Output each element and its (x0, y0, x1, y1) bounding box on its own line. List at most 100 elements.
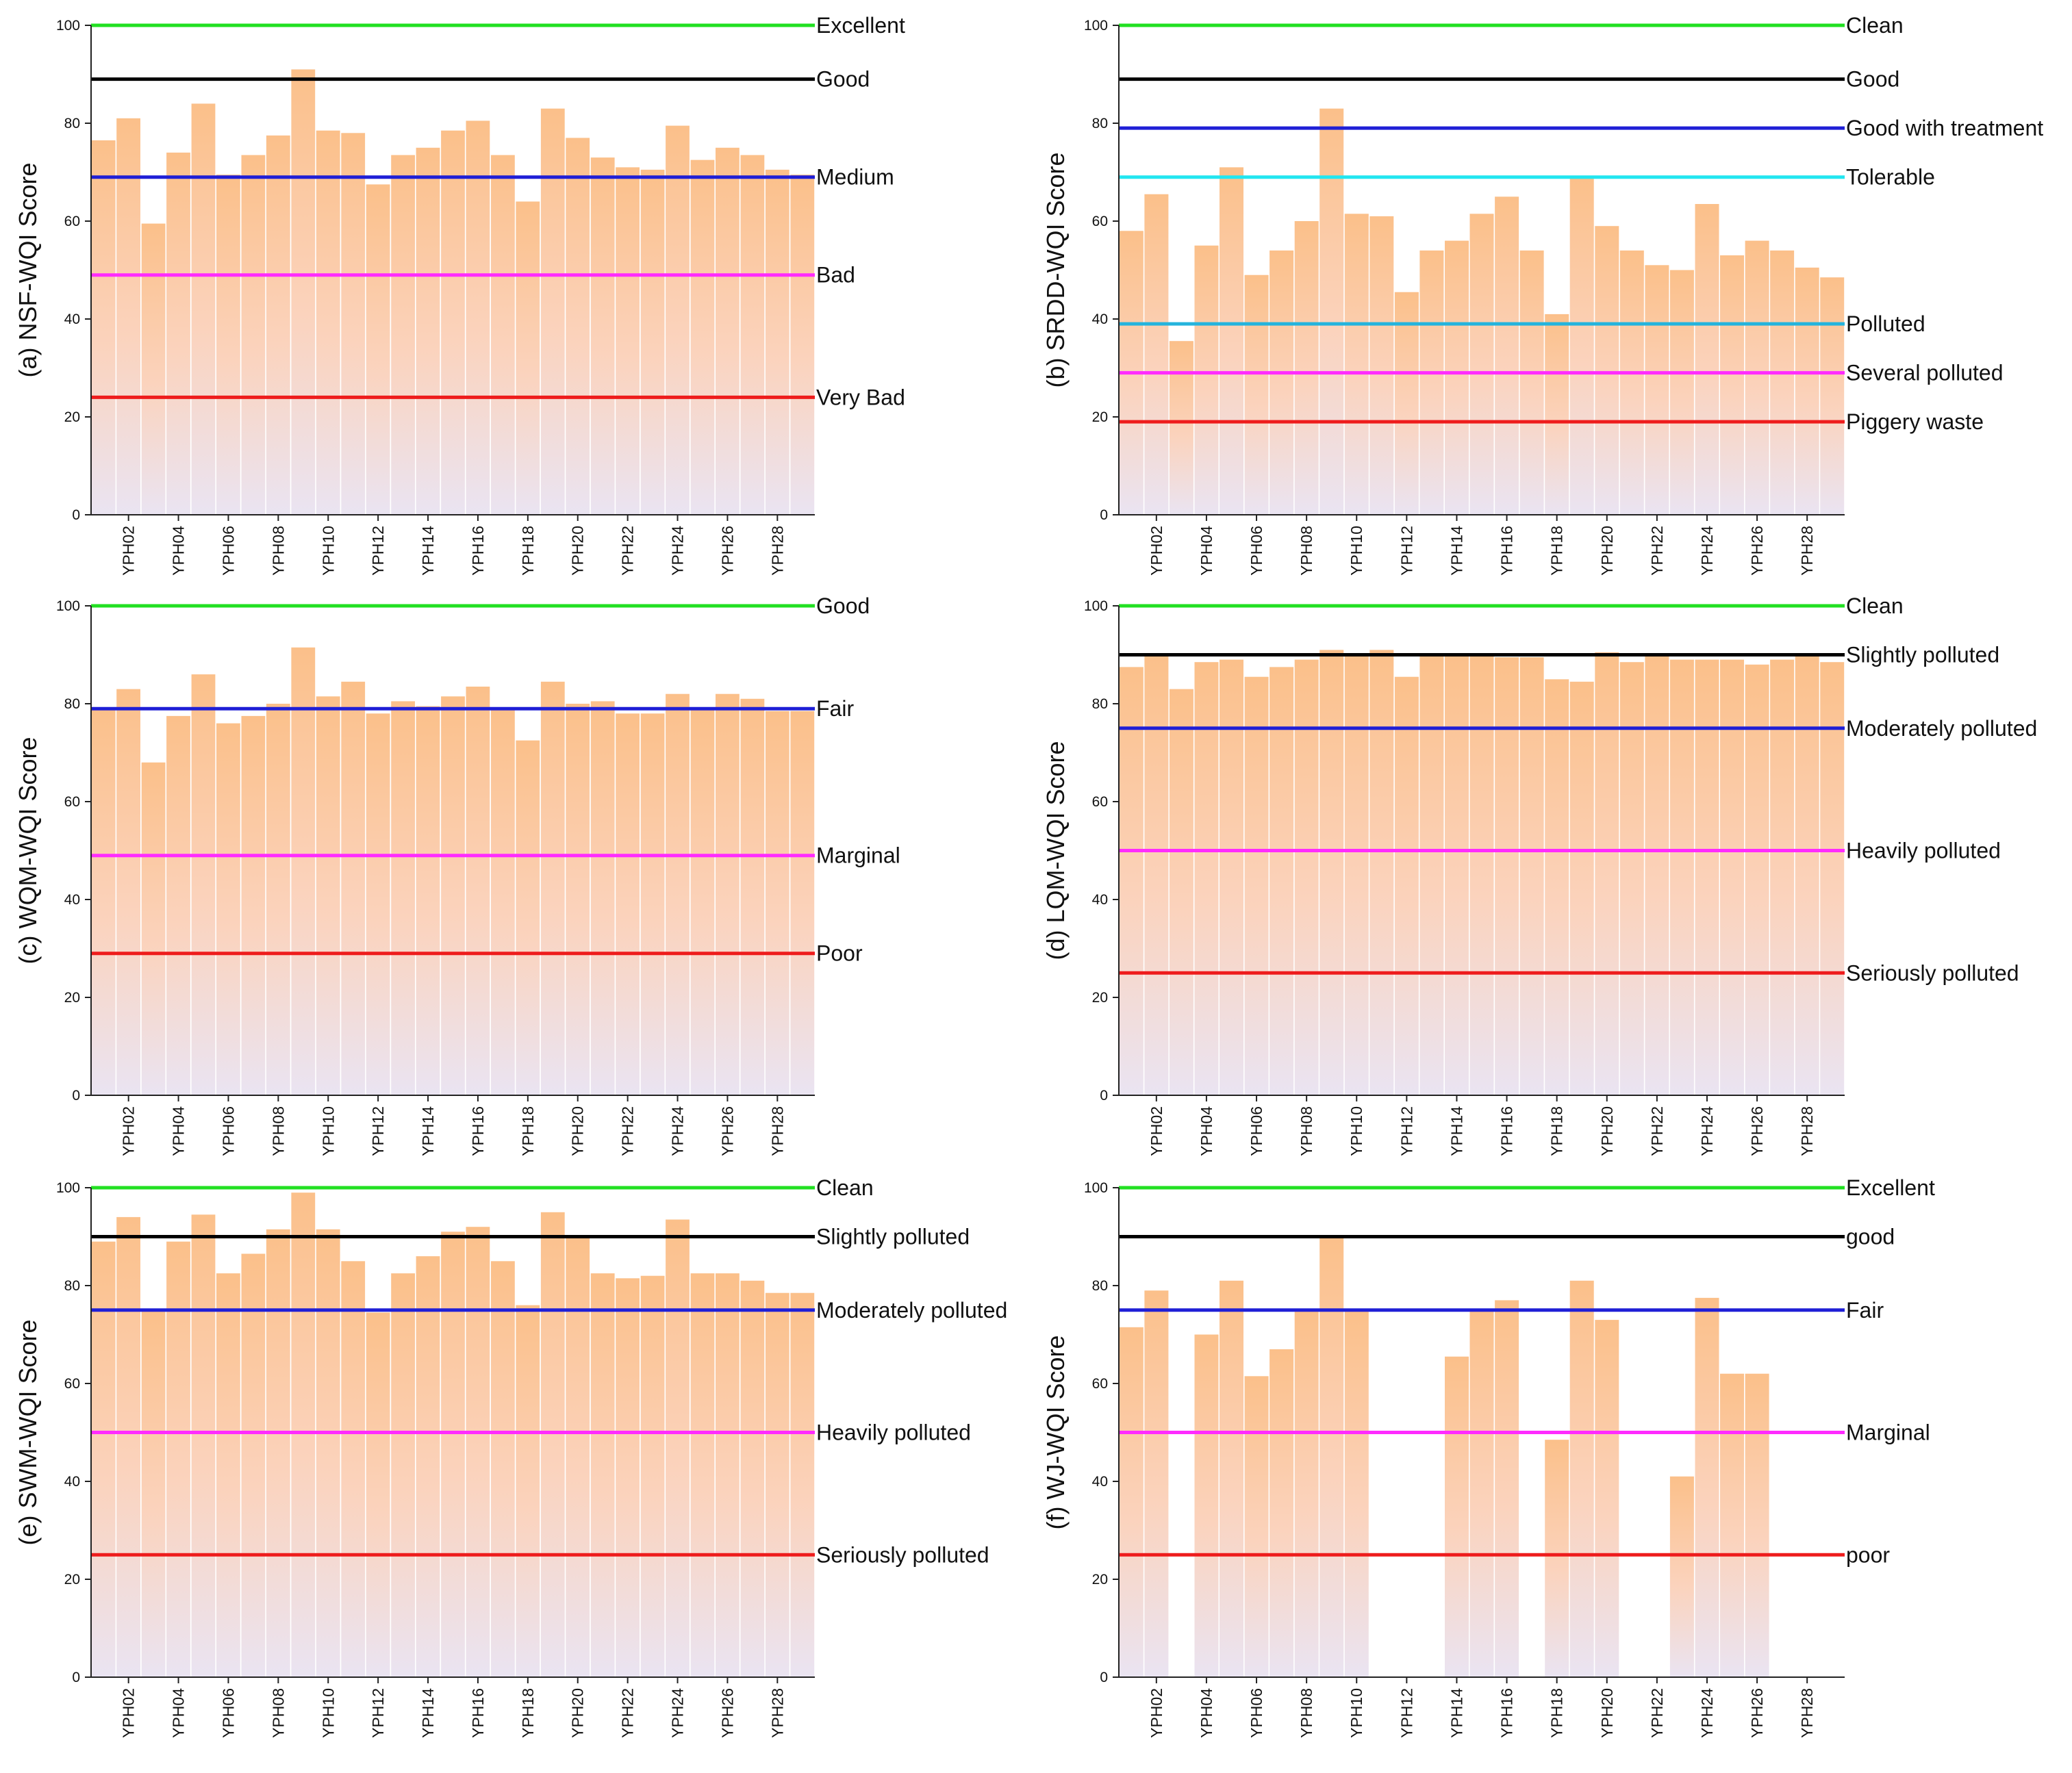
bar-yph19 (1569, 681, 1594, 1095)
y-axis-title: (a) NSF-WQI Score (14, 162, 42, 377)
threshold-label: Polluted (1846, 311, 1925, 336)
y-tick-label: 80 (64, 696, 80, 712)
x-tick-label: YPH14 (1448, 1688, 1465, 1738)
x-tick-label: YPH24 (669, 1106, 687, 1156)
bar-yph04 (1194, 1334, 1219, 1677)
y-tick-label: 80 (64, 1278, 80, 1294)
y-tick-label: 100 (1084, 1180, 1108, 1196)
bar-yph23 (640, 1275, 665, 1677)
x-tick-label: YPH20 (569, 1106, 587, 1156)
bar-yph18 (1545, 314, 1569, 515)
y-tick-label: 60 (1092, 794, 1108, 810)
x-tick-label: YPH12 (369, 526, 387, 576)
x-tick-label: YPH24 (1698, 1106, 1716, 1156)
bar-yph23 (1669, 270, 1694, 515)
bar-yph12 (366, 1312, 390, 1677)
x-tick-label: YPH18 (519, 1106, 537, 1156)
bar-yph10 (316, 1229, 340, 1677)
threshold-lines: Excellent good Fair Marginal poor (1119, 1175, 1935, 1567)
x-tick-label: YPH04 (1198, 1688, 1215, 1738)
y-tick-label: 100 (1084, 598, 1108, 614)
bar-yph15 (1469, 654, 1494, 1095)
bar-yph26 (716, 147, 740, 515)
bar-yph16 (1495, 196, 1519, 515)
bar-yph23 (640, 169, 665, 515)
panel-f: Excellent good Fair Marginal poor 0 20 40 60 80 10… (1041, 1175, 1935, 1738)
x-tick-label: YPH16 (1498, 1688, 1516, 1738)
bar-yph23 (1669, 659, 1694, 1095)
y-axis-title: (c) WQM-WQI Score (14, 737, 42, 965)
x-tick-label: YPH26 (1748, 526, 1766, 576)
y-tick-label: 80 (1092, 696, 1108, 712)
x-tick-label: YPH04 (170, 1688, 188, 1738)
panel-e: Clean Slightly polluted Moderately pollute… (14, 1175, 1007, 1738)
bar-yph04 (166, 715, 190, 1095)
bar-yph22 (1645, 654, 1669, 1095)
threshold-label: poor (1846, 1542, 1890, 1567)
threshold-lines: Clean Slightly polluted Moderately pollute… (1119, 594, 2037, 985)
x-tick-label: YPH28 (768, 1106, 786, 1156)
bar-yph10 (1344, 654, 1369, 1095)
bar-yph14 (416, 147, 440, 515)
bar-yph16 (466, 120, 490, 515)
threshold-label: Excellent (1846, 1175, 1935, 1200)
bar-yph25 (1720, 659, 1744, 1095)
bar-yph12 (1394, 292, 1419, 515)
x-tick-label: YPH06 (220, 1688, 238, 1738)
x-tick-label: YPH08 (1298, 526, 1315, 576)
bar-yph06 (1244, 676, 1269, 1095)
x-tick-label: YPH14 (1448, 1106, 1465, 1156)
x-tick-label: YPH08 (269, 1688, 287, 1738)
bar-yph24 (1695, 659, 1719, 1095)
threshold-label: Good (1846, 67, 1899, 92)
y-tick-label: 60 (64, 794, 80, 810)
threshold-label: Clean (1846, 13, 1904, 38)
bar-yph17 (491, 1261, 515, 1678)
y-axis-title: (d) LQM-WQI Score (1041, 741, 1070, 960)
threshold-label: Poor (816, 941, 863, 966)
x-tick-label: YPH26 (718, 526, 736, 576)
bar-yph13 (1419, 654, 1444, 1095)
x-tick-label: YPH04 (170, 1106, 188, 1156)
bars (91, 69, 815, 515)
x-tick-label: YPH28 (1798, 1688, 1816, 1738)
bar-yph27 (740, 698, 765, 1095)
bar-yph14 (1445, 1356, 1469, 1677)
bar-yph18 (516, 201, 540, 515)
y-tick-label: 40 (64, 311, 80, 327)
bar-yph20 (566, 1236, 590, 1677)
x-tick-label: YPH12 (369, 1106, 387, 1156)
x-tick-label: YPH06 (1248, 1688, 1265, 1738)
bar-yph28 (765, 1292, 789, 1677)
bar-yph08 (266, 135, 290, 515)
bar-yph19 (540, 1212, 565, 1678)
bar-yph08 (266, 704, 290, 1095)
x-tick-label: YPH06 (220, 526, 238, 576)
bar-yph29 (790, 711, 815, 1095)
bar-yph08 (266, 1229, 290, 1677)
bar-yph02 (1144, 1290, 1169, 1677)
y-tick-label: 40 (1092, 892, 1108, 908)
x-tick-label: YPH18 (1548, 1688, 1566, 1738)
bar-yph28 (1795, 267, 1819, 515)
x-tick-label: YPH24 (1698, 1688, 1716, 1738)
y-tick-label: 0 (1100, 507, 1108, 523)
bar-yph27 (740, 1280, 765, 1677)
bar-yph18 (516, 1305, 540, 1677)
bar-yph25 (690, 1273, 715, 1677)
y-tick-label: 20 (1092, 409, 1108, 425)
bar-yph01 (91, 140, 116, 515)
bar-yph06 (1244, 1376, 1269, 1677)
bar-yph24 (666, 693, 690, 1095)
bar-yph12 (366, 184, 390, 515)
bar-yph10 (316, 696, 340, 1095)
bar-yph26 (1745, 664, 1769, 1095)
bar-yph13 (1419, 250, 1444, 515)
bar-yph15 (441, 696, 465, 1095)
bar-yph25 (690, 160, 715, 515)
bar-yph27 (1770, 659, 1795, 1095)
x-tick-label: YPH18 (519, 1688, 537, 1738)
x-tick-label: YPH08 (269, 1106, 287, 1156)
bar-yph23 (640, 713, 665, 1095)
threshold-label: Clean (1846, 594, 1904, 618)
